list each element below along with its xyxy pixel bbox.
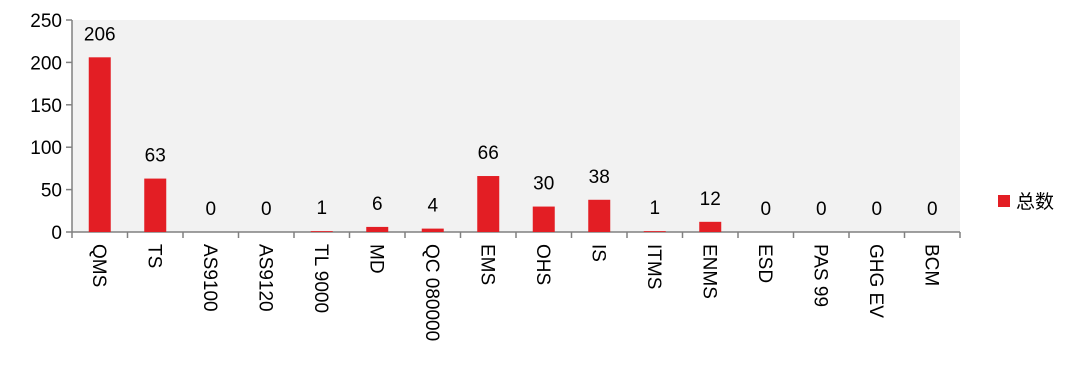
x-category-label: AS9100 (199, 244, 220, 312)
data-label: 0 (816, 199, 827, 220)
data-label: 0 (927, 199, 938, 220)
y-tick-label: 150 (30, 96, 62, 117)
bar (366, 226, 389, 232)
data-label: 206 (84, 24, 116, 45)
data-label: 63 (145, 146, 166, 167)
data-label: 4 (427, 196, 438, 217)
data-label: 66 (478, 143, 499, 164)
x-category-label: TS (143, 244, 164, 268)
x-category-label: ENMS (698, 244, 719, 299)
x-category-label: ITMS (643, 244, 664, 289)
y-axis: 0 50 100 150 200 250 (30, 11, 73, 244)
data-label: 30 (533, 174, 554, 195)
legend: 总数 (998, 191, 1054, 213)
data-label: 38 (589, 167, 610, 188)
bar (588, 199, 611, 232)
data-label: 0 (871, 199, 882, 220)
data-label: 1 (316, 198, 327, 219)
y-tick-label: 100 (30, 138, 62, 159)
x-category-label: QMS (88, 244, 109, 287)
x-category-label: OHS (532, 244, 553, 285)
bar (421, 228, 444, 232)
bar (144, 178, 167, 232)
data-label: 1 (649, 198, 660, 219)
x-category-label: ESD (754, 244, 775, 283)
legend-label: 总数 (1016, 191, 1054, 213)
bar (643, 231, 666, 232)
y-tick-label: 250 (30, 11, 62, 32)
x-category-label: PAS 99 (809, 244, 830, 307)
x-category-label: IS (587, 244, 608, 262)
data-label: 0 (760, 199, 771, 220)
x-category-label: BCM (920, 244, 941, 286)
data-label: 12 (700, 189, 721, 210)
x-axis: QMS TS AS9100 AS9120 TL 9000 MD QC 080000 EMS OH… (71, 231, 961, 341)
plot-area (72, 20, 960, 232)
x-category-label: TL 9000 (310, 244, 331, 313)
x-category-label: EMS (476, 244, 497, 285)
bar (88, 57, 111, 233)
y-tick-label: 0 (51, 223, 62, 244)
x-category-label: QC 080000 (421, 244, 442, 341)
y-tick-label: 200 (30, 53, 62, 74)
data-label: 0 (261, 199, 272, 220)
legend-swatch (998, 195, 1010, 207)
bar (532, 206, 555, 232)
x-category-label: AS9120 (254, 244, 275, 312)
x-category-label: GHG EV (865, 244, 886, 318)
bar (699, 221, 722, 232)
bars: 206 63 0 0 1 6 4 66 30 38 1 12 0 0 0 0 (84, 24, 938, 233)
bar (477, 176, 500, 232)
bar (310, 231, 333, 232)
data-label: 0 (205, 199, 216, 220)
data-label: 6 (372, 194, 383, 215)
y-tick-label: 50 (41, 181, 62, 202)
x-category-label: MD (365, 244, 386, 274)
